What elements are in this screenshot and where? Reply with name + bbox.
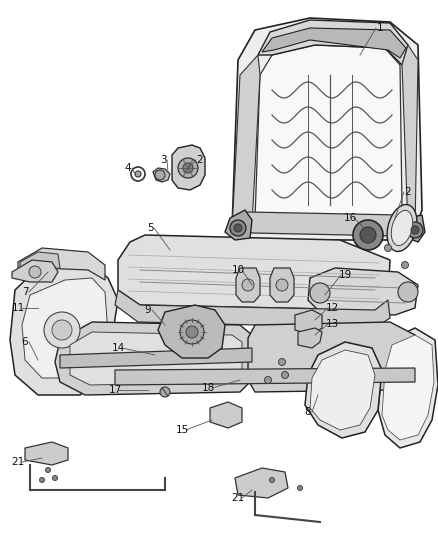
Polygon shape — [172, 145, 205, 190]
Text: 17: 17 — [108, 385, 122, 395]
Polygon shape — [258, 20, 408, 65]
Circle shape — [160, 387, 170, 397]
Circle shape — [411, 226, 419, 234]
Circle shape — [269, 478, 275, 482]
Polygon shape — [225, 210, 252, 240]
Circle shape — [46, 467, 50, 472]
Circle shape — [39, 478, 45, 482]
Text: 5: 5 — [147, 223, 153, 233]
Polygon shape — [298, 328, 322, 348]
Text: 11: 11 — [11, 303, 25, 313]
Polygon shape — [232, 55, 260, 232]
Polygon shape — [22, 278, 108, 378]
Polygon shape — [153, 168, 170, 182]
Text: 6: 6 — [22, 337, 28, 347]
Text: 13: 13 — [325, 319, 339, 329]
Circle shape — [282, 372, 289, 378]
Circle shape — [186, 326, 198, 338]
Polygon shape — [210, 402, 242, 428]
Circle shape — [297, 486, 303, 490]
Circle shape — [279, 359, 286, 366]
Polygon shape — [232, 18, 422, 240]
Polygon shape — [402, 45, 418, 232]
Polygon shape — [378, 328, 438, 448]
Polygon shape — [255, 45, 402, 222]
Text: 18: 18 — [201, 383, 215, 393]
Text: 8: 8 — [305, 407, 311, 417]
Circle shape — [234, 224, 242, 232]
Text: 12: 12 — [325, 303, 339, 313]
Polygon shape — [18, 248, 105, 280]
Circle shape — [402, 262, 409, 269]
Polygon shape — [382, 335, 434, 440]
Polygon shape — [118, 235, 390, 310]
Circle shape — [52, 320, 72, 340]
Polygon shape — [115, 368, 415, 385]
Polygon shape — [305, 342, 382, 438]
Circle shape — [398, 282, 418, 302]
Polygon shape — [20, 252, 60, 272]
Circle shape — [180, 320, 204, 344]
Polygon shape — [25, 442, 68, 465]
Polygon shape — [270, 268, 294, 302]
Text: 15: 15 — [175, 425, 189, 435]
Polygon shape — [10, 262, 118, 395]
Polygon shape — [238, 212, 408, 236]
Circle shape — [135, 171, 141, 177]
Text: 7: 7 — [22, 287, 28, 297]
Text: 9: 9 — [145, 305, 151, 315]
Polygon shape — [115, 290, 390, 328]
Polygon shape — [55, 322, 252, 395]
Polygon shape — [12, 260, 58, 282]
Circle shape — [230, 220, 246, 236]
Text: 14: 14 — [111, 343, 125, 353]
Text: 3: 3 — [160, 155, 166, 165]
Circle shape — [178, 158, 198, 178]
Text: 21: 21 — [231, 493, 245, 503]
Circle shape — [265, 376, 272, 384]
Circle shape — [44, 312, 80, 348]
Circle shape — [183, 163, 193, 173]
Polygon shape — [295, 310, 322, 335]
Circle shape — [407, 222, 423, 238]
Polygon shape — [70, 332, 242, 385]
Polygon shape — [235, 468, 288, 498]
Text: 10: 10 — [231, 265, 244, 275]
Text: 1: 1 — [377, 23, 383, 33]
Circle shape — [155, 170, 165, 180]
Text: 21: 21 — [11, 457, 25, 467]
Text: 4: 4 — [125, 163, 131, 173]
Circle shape — [385, 245, 392, 252]
Polygon shape — [236, 268, 260, 302]
Circle shape — [276, 279, 288, 291]
Polygon shape — [60, 348, 252, 368]
Circle shape — [360, 227, 376, 243]
Text: 2: 2 — [197, 155, 203, 165]
Ellipse shape — [391, 211, 413, 246]
Polygon shape — [308, 268, 418, 315]
Polygon shape — [158, 305, 225, 358]
Circle shape — [242, 279, 254, 291]
Polygon shape — [262, 28, 406, 58]
Ellipse shape — [387, 205, 417, 252]
Polygon shape — [402, 215, 425, 242]
Circle shape — [29, 266, 41, 278]
Circle shape — [310, 283, 330, 303]
Polygon shape — [248, 322, 415, 392]
Circle shape — [53, 475, 57, 481]
Circle shape — [353, 220, 383, 250]
Text: 16: 16 — [343, 213, 357, 223]
Text: 2: 2 — [405, 187, 411, 197]
Polygon shape — [310, 350, 375, 430]
Text: 19: 19 — [339, 270, 352, 280]
